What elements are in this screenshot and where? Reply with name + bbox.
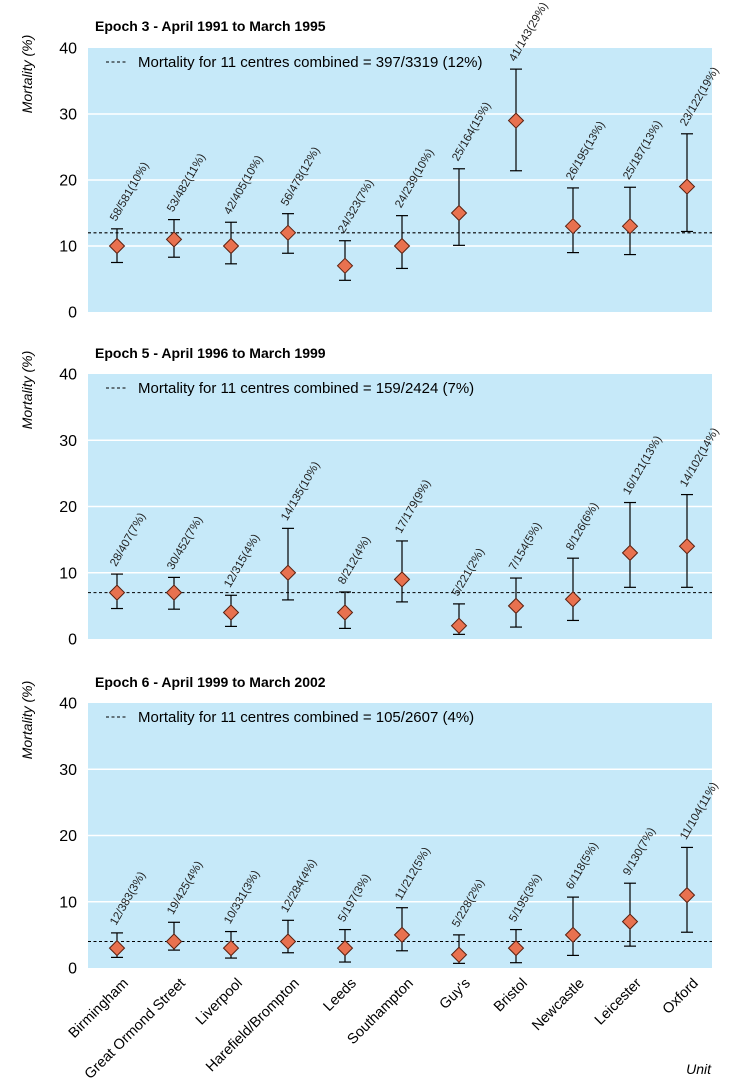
y-tick-label: 10 [59, 565, 77, 582]
data-point-marker [507, 112, 525, 129]
x-category-label: Newcastle [529, 976, 588, 1035]
y-axis-label: Mortality (%) [19, 681, 35, 760]
data-point-marker [222, 237, 240, 255]
chart-title: Epoch 6 - April 1999 to March 2002 [95, 674, 326, 690]
data-point-marker [678, 886, 696, 904]
chart-title: Epoch 3 - April 1991 to March 1995 [95, 18, 326, 34]
legend-label: Mortality for 11 centres combined = 105/… [138, 709, 474, 726]
data-point-marker [336, 604, 354, 621]
y-tick-label: 0 [68, 961, 77, 978]
data-point-marker [279, 933, 297, 950]
data-point-marker [564, 926, 582, 944]
chart-title: Epoch 5 - April 1996 to March 1999 [95, 345, 326, 361]
legend-label: Mortality for 11 centres combined = 397/… [138, 54, 483, 71]
data-point-marker [165, 231, 183, 248]
data-point-marker [222, 939, 240, 957]
legend-label: Mortality for 11 centres combined = 159/… [138, 380, 474, 397]
x-category-label: Oxford [660, 976, 702, 1018]
y-tick-label: 30 [59, 107, 77, 124]
y-tick-label: 20 [59, 828, 77, 845]
data-point-marker [564, 591, 582, 608]
data-point-marker [279, 224, 297, 242]
y-tick-label: 40 [59, 41, 77, 58]
data-point-marker [393, 237, 411, 255]
data-point-marker [393, 926, 411, 944]
data-point-marker [165, 584, 183, 601]
y-tick-label: 20 [59, 173, 77, 190]
data-point-marker [450, 946, 468, 963]
x-category-label: Harefield/Brompton [203, 976, 303, 1076]
data-point-marker [678, 538, 696, 555]
y-tick-label: 10 [59, 239, 77, 256]
y-tick-label: 10 [59, 894, 77, 911]
data-point-marker [621, 544, 639, 562]
data-point-marker [621, 913, 639, 930]
data-point-marker [507, 939, 525, 957]
data-point-marker [279, 564, 297, 581]
data-point-marker [507, 597, 525, 615]
y-tick-label: 0 [68, 305, 77, 322]
y-axis-label: Mortality (%) [19, 35, 35, 114]
y-tick-label: 40 [59, 367, 77, 384]
data-point-marker [393, 571, 411, 588]
data-point-marker [165, 933, 183, 950]
data-point-marker [336, 257, 354, 275]
data-point-marker [336, 939, 354, 957]
y-tick-label: 30 [59, 433, 77, 450]
x-category-label: Bristol [491, 976, 531, 1016]
data-point-marker [450, 204, 468, 222]
x-category-label: Leicester [592, 975, 645, 1028]
x-category-label: Great Ormond Street [82, 976, 189, 1081]
x-category-label: Guy's [437, 976, 474, 1013]
data-point-marker [222, 604, 240, 621]
data-point-marker [108, 939, 126, 957]
x-category-label: Leeds [321, 976, 360, 1015]
data-point-marker [678, 178, 696, 195]
x-axis-label: Unit [686, 1061, 712, 1077]
data-point-marker [564, 217, 582, 235]
data-point-marker [108, 237, 126, 255]
data-point-marker [108, 584, 126, 601]
y-tick-label: 40 [59, 696, 77, 713]
y-tick-label: 0 [68, 632, 77, 649]
data-point-marker [450, 617, 468, 634]
x-category-label: Liverpool [193, 976, 246, 1029]
data-point-marker [621, 217, 639, 235]
y-tick-label: 20 [59, 499, 77, 516]
y-tick-label: 30 [59, 762, 77, 779]
y-axis-label: Mortality (%) [19, 351, 35, 430]
